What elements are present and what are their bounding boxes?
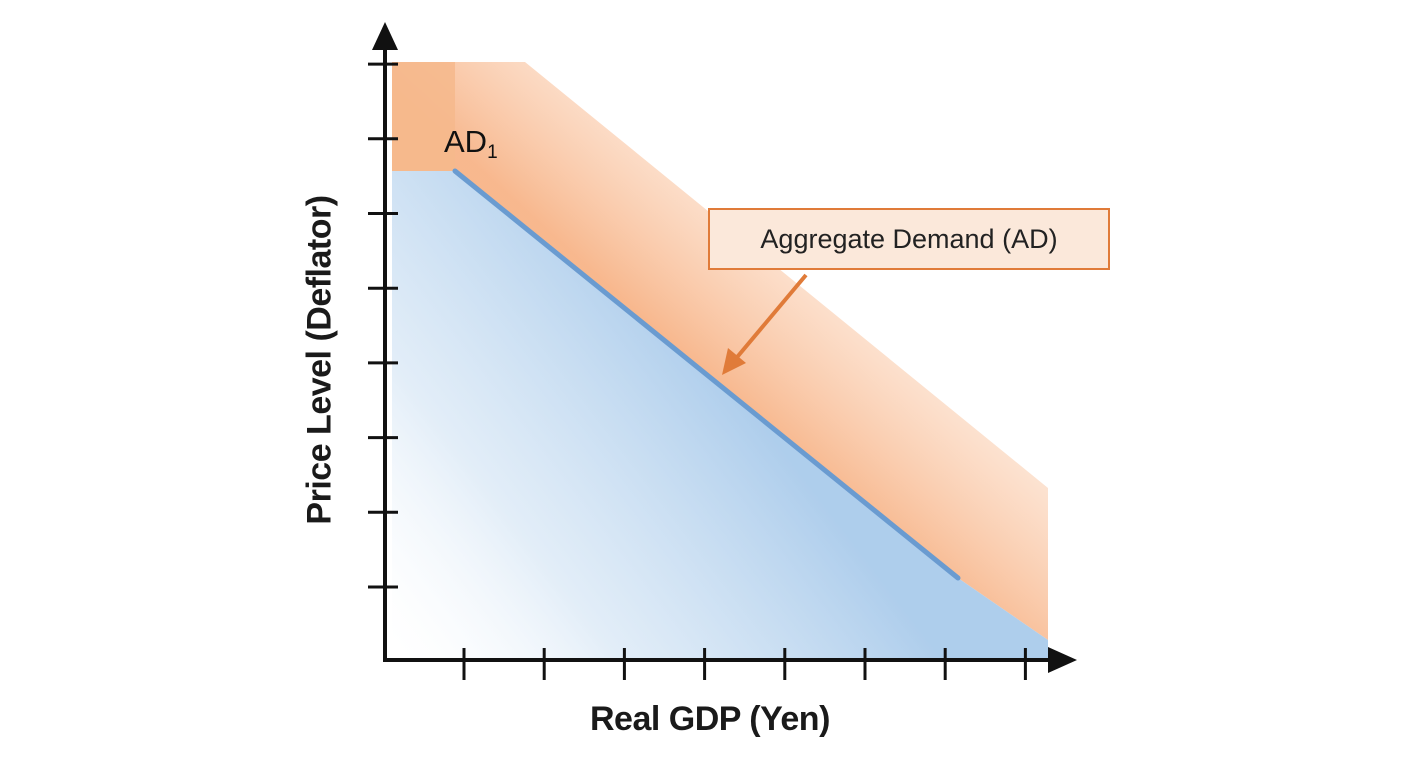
blue-region: [392, 171, 1048, 660]
callout-arrowhead: [722, 348, 746, 375]
y-axis-arrowhead: [372, 22, 398, 50]
aggregate-demand-callout: Aggregate Demand (AD): [708, 208, 1110, 270]
callout-arrow: [731, 273, 808, 364]
curve-label-subscript: 1: [487, 142, 498, 163]
x-axis-title: Real GDP (Yen): [590, 700, 830, 738]
x-axis-arrowhead: [1048, 647, 1077, 673]
y-axis-title: Price Level (Deflator): [300, 195, 339, 525]
orange-band-core: [392, 62, 455, 171]
orange-band: [392, 62, 1048, 640]
curve-label-ad1: AD1: [444, 124, 498, 164]
ad-curve: [452, 168, 961, 581]
x-ticks: [462, 648, 1027, 680]
y-ticks: [368, 62, 398, 589]
curve-label-main: AD: [444, 124, 488, 159]
callout-text: Aggregate Demand (AD): [760, 223, 1058, 254]
